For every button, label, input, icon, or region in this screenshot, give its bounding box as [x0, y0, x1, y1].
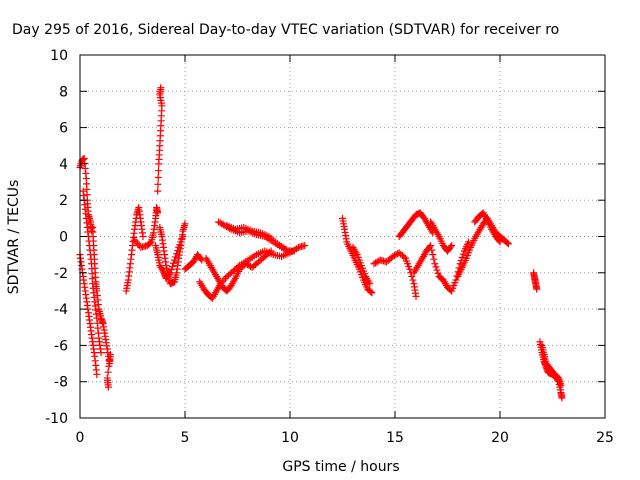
x-axis-label: GPS time / hours [282, 459, 399, 475]
data-point [458, 253, 466, 261]
data-point [93, 370, 101, 378]
x-tick-label: 25 [596, 430, 614, 446]
x-tick-label: 20 [491, 430, 509, 446]
data-point [558, 394, 566, 402]
data-point [166, 269, 174, 277]
data-point [97, 349, 105, 357]
data-point [412, 292, 420, 300]
chart-title: Day 295 of 2016, Sidereal Day-to-day VTE… [12, 22, 559, 38]
data-point [181, 220, 189, 228]
data-point [408, 272, 416, 280]
y-tick-label: 8 [59, 84, 68, 100]
data-point [154, 187, 162, 195]
data-point [433, 266, 441, 274]
data-point [179, 233, 187, 240]
data-point [106, 350, 114, 358]
data-point [106, 356, 114, 364]
data-point [174, 247, 182, 255]
data-point [456, 260, 464, 268]
data-point [172, 253, 180, 261]
data-point [104, 383, 112, 391]
y-tick-label: 4 [59, 157, 68, 173]
y-tick-label: 2 [59, 193, 68, 209]
y-tick-label: -2 [54, 266, 68, 282]
grid-lines [80, 55, 605, 418]
data-point [169, 259, 177, 267]
data-point [105, 362, 113, 370]
axis-ticks: 0 5 10 15 20 25 -10 -8 -6 -4 -2 0 2 4 6 8 10 [45, 48, 614, 446]
data-point [431, 260, 439, 268]
data-point [448, 242, 456, 250]
data-point [428, 246, 436, 254]
data-point [167, 266, 175, 274]
data-point [434, 269, 442, 277]
data-points [76, 84, 566, 402]
y-tick-label: 0 [59, 230, 68, 246]
data-point [282, 245, 290, 253]
y-tick-label: -8 [54, 375, 68, 391]
data-point [496, 238, 504, 246]
data-point [154, 174, 162, 182]
data-point [173, 250, 181, 258]
data-point [154, 167, 162, 175]
data-point [400, 253, 408, 261]
data-point [168, 262, 176, 270]
y-axis-label: SDTVAR / TECUs [6, 180, 22, 295]
data-point [447, 243, 455, 251]
data-point [429, 251, 437, 259]
data-point [465, 238, 472, 246]
data-point [409, 276, 417, 284]
y-tick-label: -10 [45, 411, 68, 427]
data-point [427, 242, 435, 250]
data-point [301, 242, 309, 250]
data-point [533, 285, 541, 293]
data-point [146, 239, 154, 247]
data-point [165, 270, 173, 278]
y-tick-label: -6 [54, 338, 68, 354]
data-point [459, 250, 467, 258]
x-tick-label: 5 [181, 430, 190, 446]
data-point [139, 233, 147, 240]
data-point [452, 276, 460, 284]
data-point [154, 180, 162, 188]
data-point [154, 209, 162, 217]
x-tick-label: 10 [281, 430, 299, 446]
y-tick-label: 6 [59, 121, 68, 137]
data-point [367, 288, 375, 296]
data-point [88, 227, 96, 235]
data-point [171, 256, 178, 264]
data-point [504, 240, 512, 248]
x-tick-label: 0 [76, 430, 85, 446]
y-tick-label: 10 [50, 48, 68, 64]
y-tick-label: -4 [54, 302, 68, 318]
data-point [266, 248, 274, 256]
data-point [366, 280, 374, 288]
data-point [503, 239, 511, 247]
data-point [157, 84, 165, 92]
data-point [104, 368, 112, 376]
data-point [430, 255, 438, 263]
data-point [495, 237, 503, 245]
data-point [267, 247, 275, 255]
data-point [368, 289, 376, 297]
data-point [432, 263, 440, 271]
data-point [557, 381, 565, 389]
data-point [406, 265, 414, 273]
x-tick-label: 15 [386, 430, 404, 446]
data-point [290, 247, 298, 255]
